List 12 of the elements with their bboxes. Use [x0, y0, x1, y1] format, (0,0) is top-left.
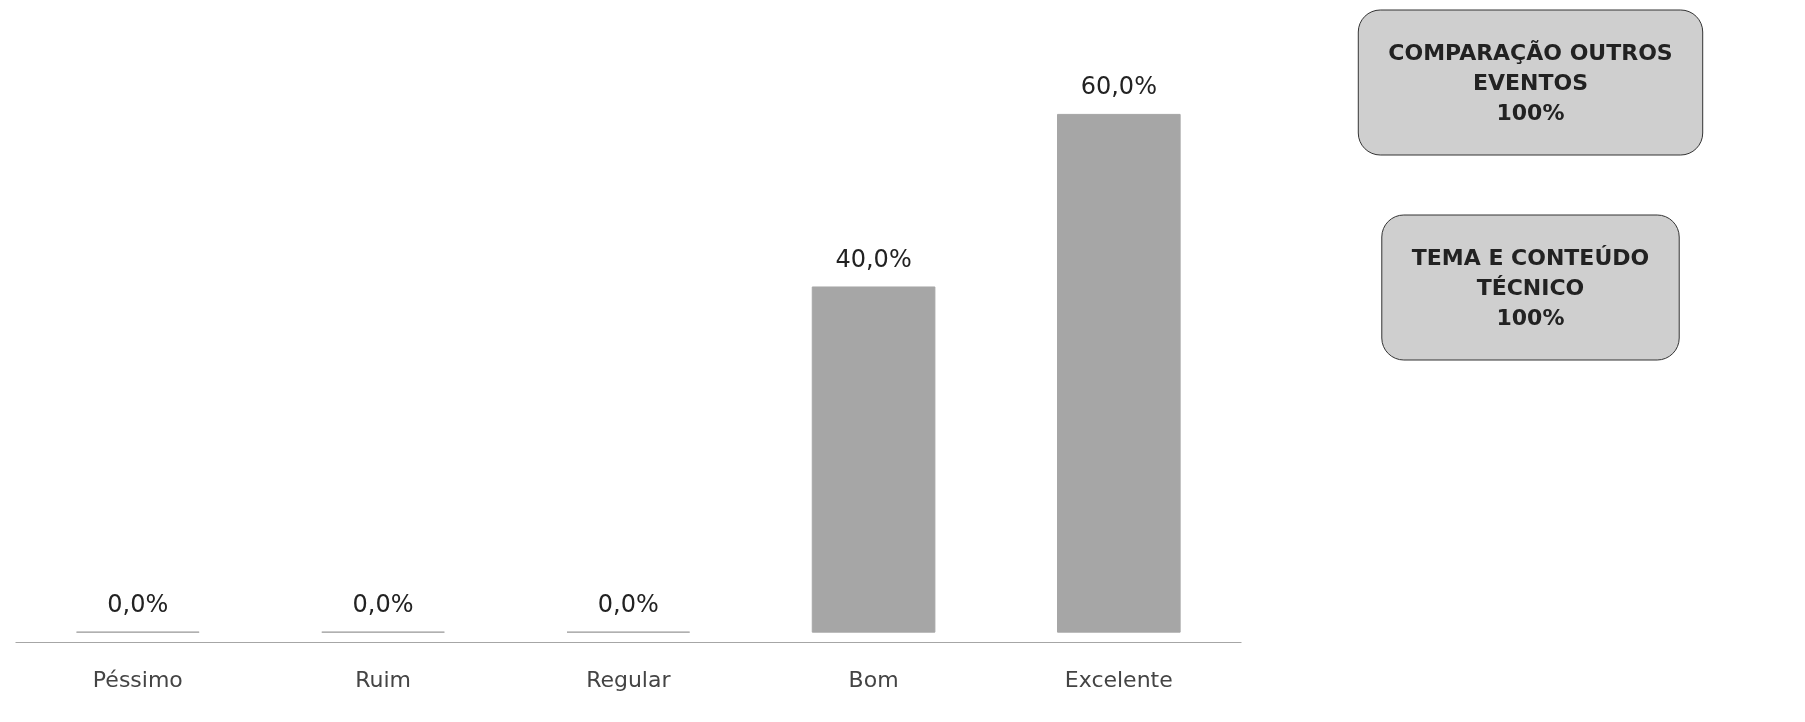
data-label: 0,0% [352, 590, 414, 619]
text: COMPARAÇÃO OUTROS EVENTOS 100% [1388, 40, 1673, 125]
data-label: 40,0% [835, 244, 912, 273]
data-label: 0,0% [597, 590, 659, 619]
x-tick-label: Excelente [1064, 666, 1173, 692]
text: TEMA E CONTEÚDO TÉCNICO 100% [1411, 245, 1650, 330]
data-label: 60,0% [1080, 72, 1157, 101]
x-tick-label: Ruim [355, 666, 411, 692]
x-tick-label: Péssimo [92, 666, 183, 692]
x-tick-label: Bom [848, 666, 899, 692]
data-label: 0,0% [107, 590, 169, 619]
x-tick-label: Regular [586, 666, 672, 692]
